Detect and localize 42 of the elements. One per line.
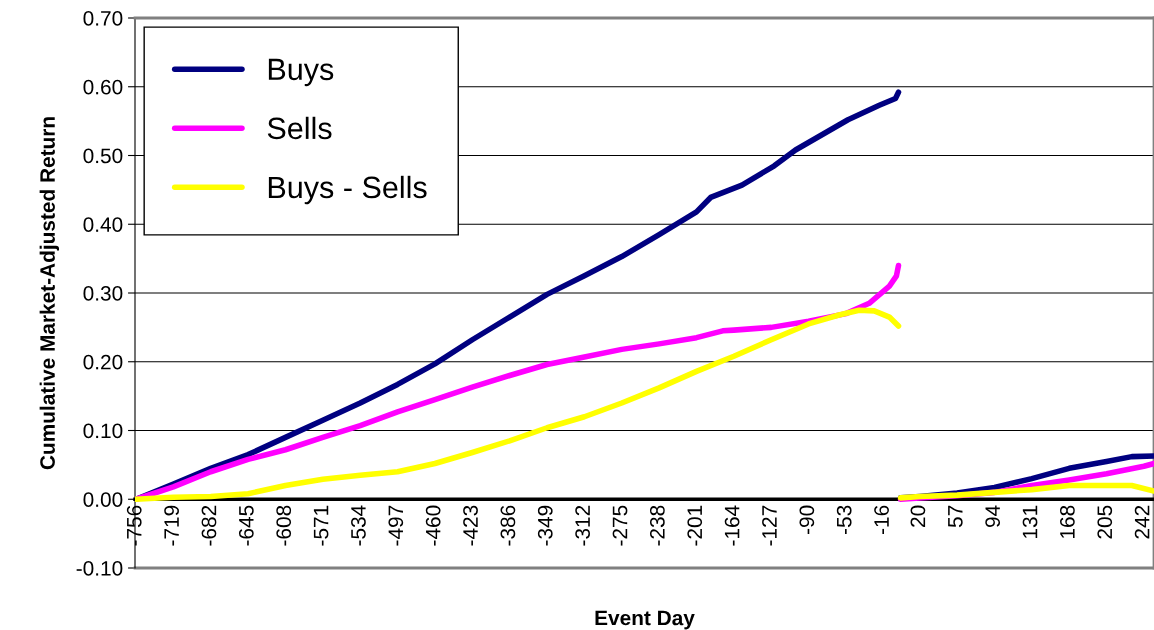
x-tick-label: -497 bbox=[388, 505, 404, 546]
x-tick-label: 242 bbox=[1134, 505, 1150, 539]
legend-label: Buys - Sells bbox=[268, 175, 427, 205]
x-tick-label: -756 bbox=[126, 505, 142, 546]
x-tick-label: -460 bbox=[425, 505, 441, 546]
x-tick-label: -16 bbox=[874, 505, 889, 534]
x-tick-label: -349 bbox=[537, 505, 553, 546]
x-tick-label: 131 bbox=[1022, 505, 1038, 538]
x-tick-label: -682 bbox=[201, 505, 217, 546]
x-tick-label: 57 bbox=[948, 505, 963, 528]
x-tick-label: -608 bbox=[276, 505, 292, 546]
x-tick-label: -238 bbox=[649, 505, 665, 546]
legend-label: Sells bbox=[267, 116, 332, 140]
y-tick-label: -0.10 bbox=[76, 561, 123, 576]
y-axis-title: Cumulative Market-Adjusted Return bbox=[39, 117, 60, 470]
y-tick-label: 0.30 bbox=[83, 286, 123, 301]
y-tick-label: 0.40 bbox=[83, 217, 123, 232]
x-tick-label: -423 bbox=[463, 505, 478, 546]
x-tick-label: -90 bbox=[799, 505, 815, 534]
x-tick-label: 94 bbox=[985, 505, 1001, 527]
x-tick-label: -386 bbox=[500, 505, 516, 546]
x-tick-label: -164 bbox=[724, 505, 740, 546]
y-tick-label: 0.20 bbox=[83, 354, 123, 370]
x-tick-label: -571 bbox=[313, 505, 329, 546]
x-tick-label: -645 bbox=[238, 505, 254, 546]
x-tick-label: 20 bbox=[910, 505, 926, 527]
y-tick-label: 0.10 bbox=[83, 423, 123, 439]
x-tick-label: -312 bbox=[575, 505, 590, 546]
x-tick-label: -719 bbox=[164, 505, 179, 546]
x-tick-label: -127 bbox=[762, 505, 777, 546]
x-axis-title: Event Day bbox=[595, 610, 695, 630]
x-tick-label: 205 bbox=[1097, 505, 1113, 539]
x-tick-label: -534 bbox=[351, 505, 366, 546]
y-tick-label: 0.50 bbox=[83, 148, 123, 164]
x-tick-label: -275 bbox=[612, 505, 628, 546]
x-tick-label: -53 bbox=[836, 505, 852, 534]
y-tick-label: 0.60 bbox=[83, 79, 123, 95]
y-tick-label: 0.00 bbox=[83, 492, 123, 507]
x-tick-label: -201 bbox=[687, 505, 703, 546]
y-tick-label: 0.70 bbox=[83, 11, 123, 26]
legend-label: Buys bbox=[268, 58, 334, 87]
x-tick-label: 168 bbox=[1060, 505, 1075, 538]
